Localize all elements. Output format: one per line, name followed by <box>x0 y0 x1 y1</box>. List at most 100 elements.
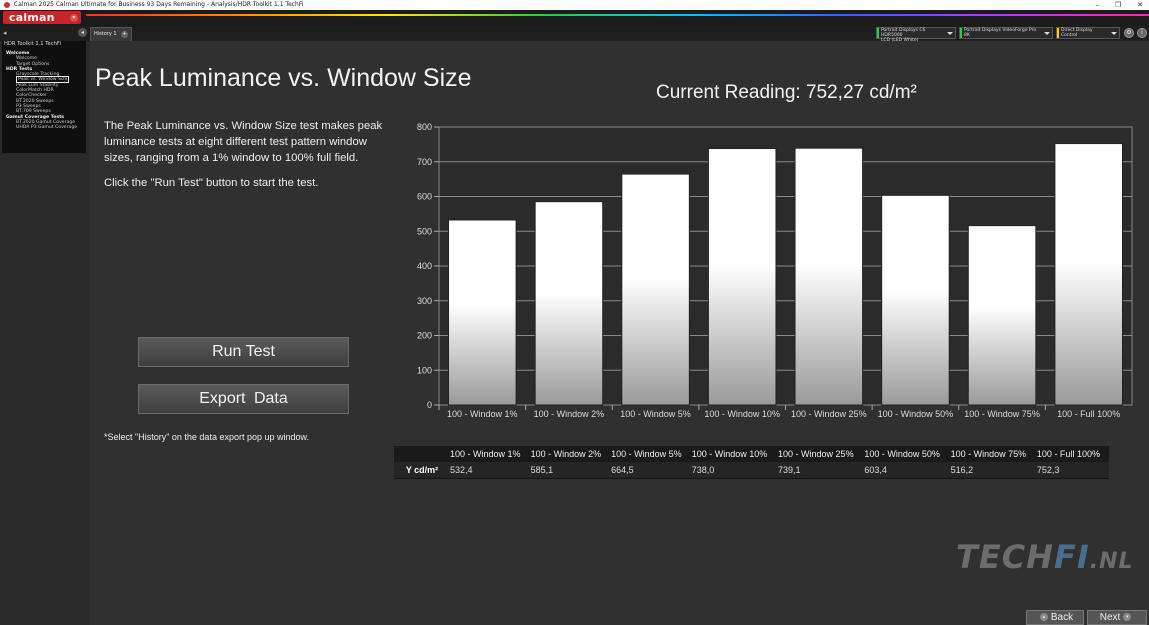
sidebar-item-label: Welcome <box>6 51 30 56</box>
y-tick-label: 500 <box>417 226 432 236</box>
table-corner <box>394 446 450 462</box>
status-accent <box>877 28 879 38</box>
next-button[interactable]: Next ▾ <box>1087 610 1147 625</box>
sidebar-item-label: Grayscale Tracking <box>16 72 60 78</box>
column-header: 100 - Window 50% <box>864 449 940 459</box>
sidebar-item[interactable]: Peak Lum Stability <box>6 83 86 88</box>
window-controls: – ❐ ✕ <box>1095 0 1143 10</box>
sidebar-item[interactable]: BT.709 Sweeps <box>6 109 86 114</box>
window-title: Calman 2025 Calman Ultimate for Business… <box>13 1 304 8</box>
y-tick-label: 0 <box>427 400 432 410</box>
minimize-button[interactable]: – <box>1095 1 1099 9</box>
nav-back-icon[interactable]: ◂ <box>3 29 7 37</box>
table-cell: 603,4 <box>864 465 887 475</box>
table-cell: 739,1 <box>778 465 801 475</box>
y-tick-label: 200 <box>417 331 432 341</box>
x-tick-label: 100 - Full 100% <box>1057 409 1120 419</box>
tab-label: History 1 <box>94 31 117 37</box>
sidebar-item-label: Welcome <box>16 56 38 62</box>
y-tick-label: 300 <box>417 296 432 306</box>
sidebar-item[interactable]: HDR Tests <box>6 67 86 72</box>
instruction-text: Click the "Run Test" button to start the… <box>104 177 319 189</box>
sidebar-item[interactable]: ColorMatch HDR <box>6 88 86 93</box>
sidebar-item[interactable]: ColorChecker <box>6 93 86 98</box>
sidebar-item[interactable]: P3 Sweeps <box>6 104 86 109</box>
close-button[interactable]: ✕ <box>1137 1 1143 9</box>
page-title: Peak Luminance vs. Window Size <box>95 64 472 92</box>
table-cell: 738,0 <box>691 465 715 475</box>
sidebar-item[interactable]: Grayscale Tracking <box>6 72 86 77</box>
sidebar-item-label: ColorChecker <box>16 93 47 99</box>
column-header: 100 - Window 75% <box>950 449 1027 459</box>
maximize-button[interactable]: ❐ <box>1114 1 1122 9</box>
back-button[interactable]: ▴ Back <box>1026 610 1084 625</box>
sidebar-item[interactable]: Peak vs. Window Size <box>6 76 86 84</box>
column-header: 100 - Window 10% <box>691 449 768 459</box>
run-test-button[interactable]: Run Test <box>138 337 349 367</box>
workflow-tree: Welcome Welcome Target Options HDR Tests Gra… <box>6 51 86 130</box>
current-reading: Current Reading: 752,27 cd/m² <box>656 82 917 103</box>
sidebar-item-label: BT.709 Sweeps <box>16 109 51 115</box>
sidebar-item-label: Peak vs. Window Size <box>16 76 70 84</box>
description-block: The Peak Luminance vs. Window Size test … <box>104 118 394 200</box>
table-cell: 752,3 <box>1036 465 1060 475</box>
sidebar-item-label: BT.2020 Gamut Coverage <box>16 119 76 125</box>
footnote: *Select "History" on the data export pop… <box>104 432 310 442</box>
column-header: 100 - Window 25% <box>778 449 854 459</box>
calman-menu-button[interactable]: calman ▾ <box>3 11 81 24</box>
arrow-down-icon: ▾ <box>1123 613 1132 622</box>
arrow-up-icon: ▴ <box>1039 613 1048 622</box>
add-tab-icon[interactable]: + <box>121 31 128 38</box>
chevron-down-icon <box>1044 32 1050 35</box>
description-text: The Peak Luminance vs. Window Size test … <box>104 120 383 164</box>
device-name: Portrait Displays C6 HDR5000 <box>881 28 926 38</box>
table-cell: 585,1 <box>530 465 554 475</box>
collapse-sidebar-icon[interactable]: ◂ <box>78 28 87 37</box>
x-tick-label: 100 - Window 1% <box>447 409 518 419</box>
sidebar-item[interactable]: BT.2020 Sweeps <box>6 99 86 104</box>
device-selector-meter[interactable]: Portrait Displays C6 HDR5000 LCD (LED Wh… <box>876 27 956 43</box>
sidebar-item-label: HDR Tests <box>6 66 33 72</box>
sidebar-item-label: ColorMatch HDR <box>16 88 54 94</box>
y-tick-label: 100 <box>417 365 432 375</box>
back-label: Back <box>1050 612 1074 623</box>
column-header: 100 - Window 5% <box>611 449 682 459</box>
y-tick-label: 600 <box>417 192 432 202</box>
info-icon[interactable]: i <box>1137 28 1147 38</box>
sidebar-item[interactable]: UHDA P3 Gamut Coverage <box>6 125 86 130</box>
workflow-navigator: HDR Toolkit 1.1 TechFi Welcome Welcome Tar… <box>2 41 86 153</box>
device-name: Portrait Displays VideoForge Pro 8K <box>964 28 1037 38</box>
chart-svg: 0 100 200 300 400 500 600 700 800 100 - Window 1… <box>417 122 1133 419</box>
sidebar-item-label: Gamut Coverage Tests <box>6 114 65 120</box>
y-tick-label: 400 <box>417 261 432 271</box>
table-header-row: 100 - Window 1% 100 - Window 2% 100 - Wind… <box>394 446 1109 462</box>
luminance-bar-chart: 0 100 200 300 400 500 600 700 800 100 - Window 1… <box>392 118 1134 422</box>
chevron-down-icon <box>947 32 953 35</box>
tab-strip: ◂ ◂ History 1 + Portrait Displays C6 HDR… <box>0 26 1149 43</box>
settings-icon[interactable]: ⚙ <box>1124 28 1134 38</box>
brand-bar: calman ▾ <box>0 10 1149 26</box>
app-icon <box>4 1 10 8</box>
calman-logo: calman <box>9 11 55 24</box>
device-selector-display[interactable]: Direct Display Control <box>1056 27 1120 39</box>
sidebar-item[interactable]: Gamut Coverage Tests <box>6 115 86 120</box>
watermark-tech: TECH <box>956 538 1054 576</box>
sidebar-item-label: UHDA P3 Gamut Coverage <box>16 125 78 131</box>
sidebar-item-label: BT.2020 Sweeps <box>16 98 54 104</box>
chevron-down-icon <box>1111 32 1117 35</box>
sidebar-item[interactable]: Welcome <box>6 56 86 61</box>
export-data-button[interactable]: Export Data <box>138 384 349 414</box>
bar <box>967 225 1037 406</box>
device-name: Direct Display Control <box>1061 28 1093 38</box>
device-selector-generator[interactable]: Portrait Displays VideoForge Pro 8K <box>959 27 1053 39</box>
bar <box>448 219 517 406</box>
tab-history-1[interactable]: History 1 + <box>90 27 132 41</box>
rainbow-divider <box>86 14 1149 16</box>
chevron-down-icon: ▾ <box>70 14 78 22</box>
sidebar-item[interactable]: Welcome <box>6 51 86 56</box>
sidebar-item[interactable]: BT.2020 Gamut Coverage <box>6 120 86 125</box>
sidebar-item-label: P3 Sweeps <box>16 103 41 109</box>
sidebar-item-label: Target Options <box>16 61 50 67</box>
device-mode: LCD (LED White) <box>881 38 919 43</box>
sidebar-item[interactable]: Target Options <box>6 62 86 67</box>
